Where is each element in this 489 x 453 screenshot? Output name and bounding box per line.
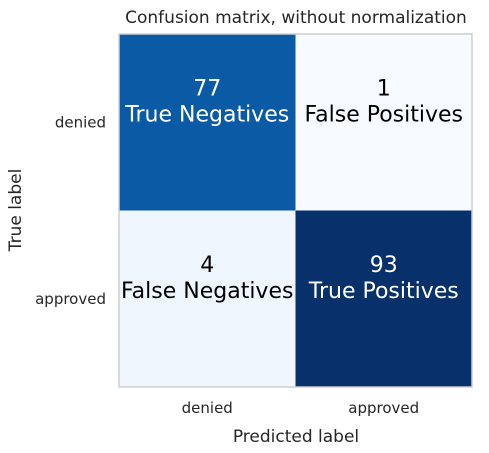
y-tick-label: denied [55, 113, 106, 131]
x-tick-label: denied [182, 399, 233, 417]
plot-frame [118, 33, 473, 388]
y-tick-label: approved [35, 290, 106, 308]
y-tick-labels: denied approved [35, 113, 106, 308]
cell-count-label: 1 [377, 76, 391, 101]
cell-category-label: False Positives [305, 102, 464, 127]
chart-title: Confusion matrix, without normalization [125, 8, 467, 28]
matrix-cell [295, 210, 472, 387]
x-axis-label: Predicted label [233, 427, 359, 447]
y-axis-label: True label [6, 169, 26, 253]
matrix-cell [119, 34, 296, 211]
matrix-cell [295, 34, 472, 211]
cell-count-label: 93 [370, 253, 398, 278]
cell-category-label: False Negatives [121, 279, 293, 304]
cell-category-label: True Negatives [124, 102, 289, 127]
cell-category-label: True Positives [308, 279, 459, 304]
x-tick-label: approved [348, 399, 419, 417]
x-tick-labels: denied approved [182, 399, 420, 417]
cell-count-label: 4 [200, 253, 214, 278]
cell-count-label: 77 [193, 76, 221, 101]
matrix-cell [119, 210, 296, 387]
